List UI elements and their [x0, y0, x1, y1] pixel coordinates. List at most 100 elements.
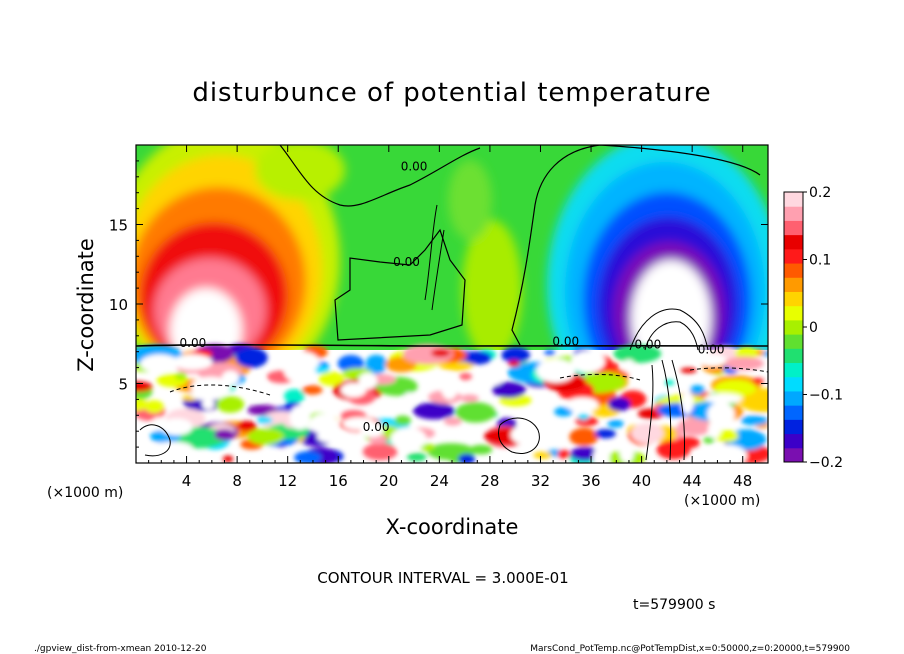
colorbar-segment	[784, 277, 803, 292]
contour-label: 0.00	[180, 336, 207, 350]
turbulence-blob	[362, 443, 398, 461]
turbulence-blob	[407, 452, 427, 462]
turbulence-blob	[607, 419, 624, 428]
contour-thin-a	[424, 204, 438, 301]
colorbar-tick-label: 0	[809, 320, 818, 336]
y-tick-label: 10	[109, 296, 128, 314]
turbulence-blob	[236, 420, 257, 432]
x-unit-left: (×1000 m)	[47, 485, 123, 501]
turbulence-blob	[455, 402, 496, 423]
colorbar-tick-label: 0.1	[809, 253, 831, 269]
colorbar-segment	[784, 376, 803, 392]
turbulence-blob	[284, 389, 305, 404]
contour-label: 0.00	[552, 334, 579, 348]
turbulence-blob	[136, 381, 153, 393]
contour-thin-b	[431, 229, 445, 311]
contour-lower-mid	[498, 417, 540, 454]
turbulence-blob	[714, 429, 739, 443]
contour-zero-middle	[334, 228, 466, 341]
turbulence-blob	[501, 347, 530, 363]
turbulence-white	[697, 353, 727, 367]
turbulence-white	[681, 390, 694, 415]
turbulence-white	[570, 350, 606, 373]
turbulence-blob	[443, 417, 462, 426]
contour-cold-inner	[629, 308, 709, 351]
contour-label: 0.00	[363, 420, 390, 434]
turbulence-blob	[533, 451, 552, 459]
colorbar-segment	[784, 419, 803, 435]
x-axis: 4 8 12 16 20 24 28 32 36 40 44 48	[148, 145, 756, 490]
turbulence-white	[622, 359, 636, 373]
turbulence-white	[566, 397, 599, 413]
turbulence-blob	[412, 402, 455, 420]
colorbar-segment	[784, 206, 803, 221]
contour-lower-left	[139, 424, 171, 457]
contour-zero-upper	[279, 145, 481, 207]
x-tick-label: 28	[480, 472, 499, 490]
turbulence-white	[707, 401, 735, 427]
turbulence-white	[221, 370, 240, 386]
contour-dashed-b	[559, 373, 641, 381]
x-tick-label: 4	[182, 472, 192, 490]
colorbar-tick-label: −0.2	[809, 455, 843, 471]
turbulence-blob	[557, 449, 571, 459]
colorbar-segment	[784, 234, 803, 250]
turbulence-blob	[214, 428, 235, 441]
turbulence-blob	[594, 429, 616, 439]
turbulence-blob	[136, 398, 148, 411]
x-tick-label: 24	[430, 472, 449, 490]
y-tick-label: 5	[118, 376, 128, 394]
turbulence-blob	[431, 348, 451, 358]
x-tick-label: 36	[581, 472, 600, 490]
colorbar-segment	[784, 319, 803, 335]
turbulence-blob	[630, 422, 664, 444]
turbulence-blob	[394, 415, 412, 426]
turbulence-white	[340, 382, 367, 398]
turbulence-blob	[703, 436, 715, 444]
turbulence-white	[360, 421, 384, 438]
chart-title: disturbunce of potential temperature	[192, 78, 711, 108]
turbulence-white	[390, 427, 427, 451]
contour-layer-top	[136, 344, 768, 348]
contour-label: 0.00	[393, 255, 420, 269]
contour-label: 0.00	[401, 159, 428, 173]
contour-dashed-a	[169, 384, 271, 396]
turbulence-blob	[175, 372, 187, 381]
turbulence-white	[140, 354, 180, 373]
turbulence-white	[283, 351, 320, 373]
turbulence-white	[536, 359, 576, 383]
turbulence-blob	[492, 381, 526, 399]
turbulence-blob	[751, 377, 764, 385]
turbulence-blob	[235, 347, 268, 368]
turbulence-white	[592, 447, 610, 463]
colorbar-segment	[784, 348, 803, 364]
colorbar-segment	[784, 447, 803, 463]
turbulence-blob	[569, 427, 599, 446]
turbulence-white	[707, 444, 748, 463]
contour-dashed-c	[689, 367, 768, 373]
turbulence-blob	[570, 446, 600, 461]
turbulence-blob	[144, 400, 164, 414]
turbulence-white	[190, 389, 223, 401]
turbulence-blob	[302, 385, 323, 395]
turbulence-blob	[544, 349, 556, 356]
x-tick-label: 12	[278, 472, 297, 490]
lower-turbulence-field	[136, 344, 768, 463]
x-tick-label: 44	[683, 472, 702, 490]
x-tick-label: 8	[232, 472, 242, 490]
turbulence-blob	[469, 444, 493, 455]
footer-right: MarsCond_PotTemp.nc@PotTempDist,x=0:5000…	[530, 644, 850, 654]
colorbar-segment	[784, 433, 803, 449]
turbulence-white	[160, 418, 193, 436]
turbulence-white	[289, 405, 311, 430]
plot-area: 0.00 0.00 0.00 0.00 0.00 0.00 0.00	[136, 145, 768, 463]
mid-streak-c	[448, 160, 492, 240]
turbulence-white	[250, 376, 267, 400]
turbulence-blob	[222, 455, 234, 463]
colorbar-tick-label: −0.1	[809, 388, 843, 404]
turbulence-white	[522, 414, 545, 441]
turbulence-blob	[337, 354, 364, 373]
turbulence-blob	[740, 415, 768, 426]
contour-label: 0.00	[635, 338, 662, 352]
